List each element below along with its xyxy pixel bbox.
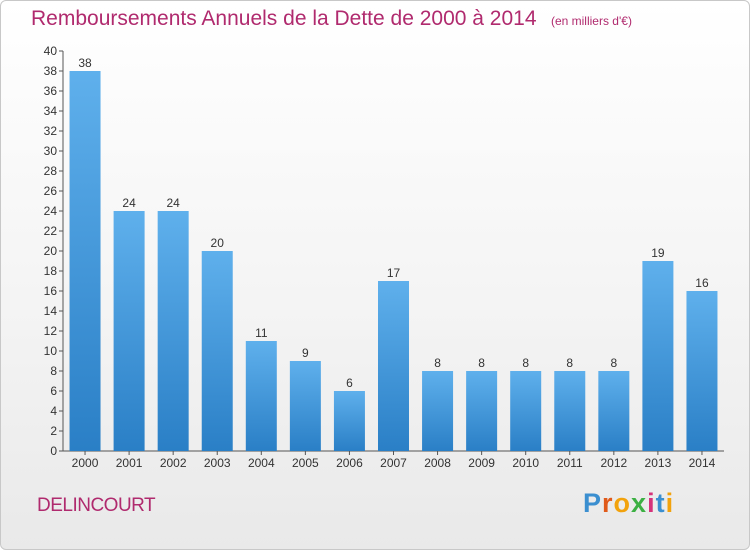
x-tick-label: 2008: [424, 456, 451, 470]
y-tick-label: 30: [44, 144, 58, 158]
x-tick-label: 2011: [557, 456, 583, 470]
bar-value-label: 8: [566, 356, 573, 370]
bar-2002: [157, 211, 189, 451]
x-tick-label: 2001: [116, 456, 143, 470]
logo-letter: x: [631, 488, 648, 518]
bar-value-label: 38: [78, 56, 92, 70]
bar-2000: [69, 71, 101, 451]
y-tick-label: 14: [44, 304, 58, 318]
y-tick-label: 24: [44, 204, 58, 218]
bar-value-label: 20: [211, 236, 225, 250]
bar-2003: [201, 251, 233, 451]
y-tick-label: 2: [50, 424, 57, 438]
y-tick-label: 8: [50, 364, 57, 378]
title-line: Remboursements Annuels de la Dette de 20…: [31, 7, 632, 31]
y-tick-label: 36: [44, 84, 58, 98]
x-tick-label: 2013: [645, 456, 672, 470]
x-tick-label: 2010: [512, 456, 539, 470]
bar-2004: [245, 341, 277, 451]
chart-unit: (en milliers d'€): [550, 14, 632, 28]
bar-2010: [510, 371, 542, 451]
y-tick-label: 6: [50, 384, 57, 398]
logo-letter: r: [602, 488, 614, 518]
chart-title: Remboursements Annuels de la Dette de 20…: [31, 7, 537, 30]
y-tick-label: 10: [44, 344, 58, 358]
x-tick-label: 2005: [292, 456, 319, 470]
y-tick-label: 26: [44, 184, 58, 198]
x-tick-label: 2004: [248, 456, 275, 470]
logo-letter: i: [647, 488, 656, 518]
y-tick-label: 40: [44, 44, 58, 58]
y-tick-label: 28: [44, 164, 58, 178]
bar-value-label: 8: [610, 356, 617, 370]
x-tick-label: 2009: [468, 456, 495, 470]
bar-2005: [289, 361, 321, 451]
bar-value-label: 9: [302, 346, 309, 360]
y-tick-label: 20: [44, 244, 58, 258]
bar-value-label: 24: [166, 196, 180, 210]
y-tick-label: 4: [50, 404, 57, 418]
bar-2011: [554, 371, 586, 451]
logo-letter: P: [583, 488, 603, 518]
bar-2013: [642, 261, 674, 451]
bar-2008: [422, 371, 454, 451]
bar-value-label: 6: [346, 376, 353, 390]
y-tick-label: 12: [44, 324, 58, 338]
bar-2006: [333, 391, 365, 451]
y-tick-label: 16: [44, 284, 58, 298]
bar-value-label: 19: [651, 246, 665, 260]
bar-2009: [466, 371, 498, 451]
y-tick-label: 0: [50, 444, 57, 458]
x-tick-label: 2000: [72, 456, 99, 470]
y-tick-label: 38: [44, 64, 58, 78]
logo-letter: t: [655, 488, 666, 518]
x-tick-label: 2007: [380, 456, 407, 470]
bar-2014: [686, 291, 718, 451]
y-tick-label: 18: [44, 264, 58, 278]
x-tick-label: 2012: [600, 456, 627, 470]
bar-value-label: 16: [695, 276, 709, 290]
x-tick-label: 2003: [204, 456, 231, 470]
x-tick-label: 2006: [336, 456, 363, 470]
logo-letter: o: [613, 488, 632, 518]
bar-value-label: 8: [522, 356, 529, 370]
y-tick-label: 22: [44, 224, 58, 238]
bar-value-label: 24: [122, 196, 136, 210]
y-tick-label: 32: [44, 124, 58, 138]
commune-name: DELINCOURT: [37, 495, 156, 516]
bar-2007: [378, 281, 409, 451]
bar-value-label: 8: [434, 356, 441, 370]
proxiti-logo[interactable]: Proxiti: [583, 488, 674, 519]
bar-2012: [598, 371, 630, 451]
bars: 38 24 24 20 11 9 6 17 8 8 8 8 8 19 16: [69, 56, 718, 451]
bar-value-label: 8: [478, 356, 485, 370]
bar-value-label: 11: [255, 326, 268, 340]
bar-value-label: 17: [387, 266, 401, 280]
logo-letter: i: [665, 488, 675, 518]
x-tick-label: 2014: [689, 456, 716, 470]
y-tick-label: 34: [44, 104, 58, 118]
x-tick-label: 2002: [160, 456, 187, 470]
bar-2001: [113, 211, 145, 451]
